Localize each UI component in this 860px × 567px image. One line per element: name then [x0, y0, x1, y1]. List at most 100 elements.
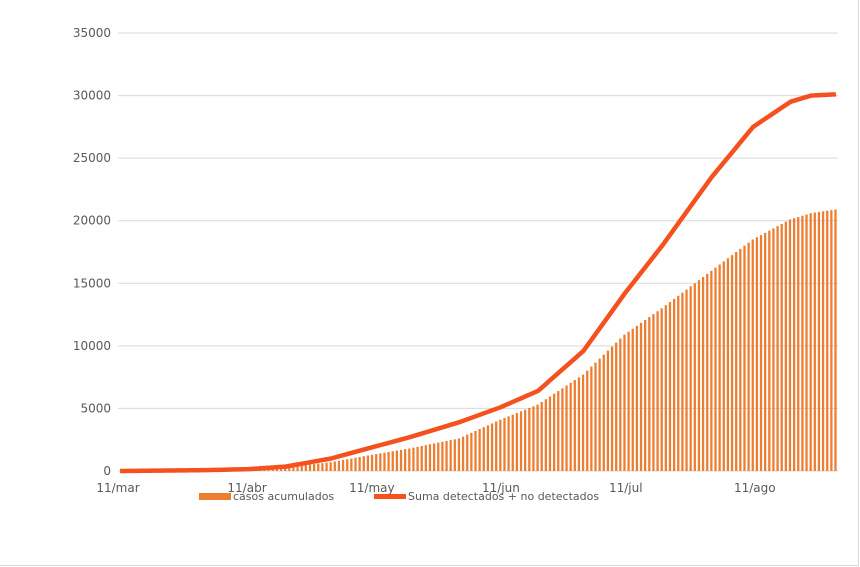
- bar: [449, 440, 452, 471]
- grid-layer: [118, 32, 838, 472]
- bar: [387, 451, 390, 471]
- bar: [830, 210, 833, 471]
- bar: [648, 317, 651, 471]
- x-tick-label: 11/ago: [734, 481, 776, 495]
- bar: [718, 264, 721, 471]
- bar: [764, 232, 767, 471]
- bar: [490, 423, 494, 471]
- bar: [685, 289, 688, 471]
- bar: [325, 462, 328, 471]
- bar: [383, 452, 386, 471]
- legend-label-bars: casos acumulados: [233, 490, 334, 503]
- x-tick-label: 11/mar: [96, 481, 139, 495]
- bar: [743, 245, 746, 471]
- bar: [524, 409, 527, 471]
- bar: [519, 411, 523, 471]
- bar: [697, 280, 701, 471]
- bar: [598, 358, 601, 471]
- bar: [466, 434, 469, 471]
- bar: [569, 382, 572, 471]
- bar: [486, 425, 490, 471]
- bar: [668, 302, 672, 471]
- bar: [544, 399, 547, 471]
- bar: [308, 464, 312, 471]
- y-tick-label: 20000: [73, 214, 111, 228]
- y-tick-label: 10000: [73, 339, 111, 353]
- bar: [495, 421, 498, 471]
- bar: [631, 328, 634, 471]
- bar: [528, 408, 531, 471]
- bar: [474, 430, 477, 471]
- bar: [834, 209, 837, 471]
- bar: [639, 322, 643, 471]
- bar: [606, 350, 610, 471]
- bar: [672, 298, 676, 471]
- bar: [317, 463, 320, 471]
- bar: [370, 454, 374, 471]
- bar: [284, 467, 287, 471]
- bar: [503, 418, 506, 471]
- bar: [470, 432, 473, 471]
- bar: [304, 464, 307, 471]
- bar: [751, 239, 754, 471]
- bar: [821, 211, 825, 471]
- y-tick-label: 30000: [73, 89, 111, 103]
- bar: [602, 354, 605, 471]
- bar: [788, 219, 792, 471]
- bar: [610, 346, 614, 471]
- bar: [577, 377, 581, 471]
- bar: [759, 235, 763, 471]
- y-tick-label: 0: [103, 464, 111, 478]
- legend-label-line: Suma detectados + no detectados: [408, 490, 599, 503]
- bar: [813, 212, 816, 471]
- bar: [375, 454, 378, 471]
- bar: [644, 319, 647, 471]
- bar: [792, 218, 796, 471]
- bar: [499, 419, 502, 471]
- bar: [826, 210, 829, 471]
- bar: [677, 295, 680, 471]
- bar: [366, 455, 370, 471]
- legend-swatch-line: [374, 494, 406, 499]
- bar: [809, 213, 812, 471]
- bar: [805, 214, 808, 471]
- y-tick-label: 25000: [73, 151, 111, 165]
- bar: [333, 461, 336, 471]
- bar: [346, 459, 349, 471]
- bar: [710, 270, 713, 471]
- bar: [784, 221, 787, 471]
- bar: [511, 414, 514, 471]
- bar: [428, 444, 432, 471]
- bar: [461, 436, 465, 471]
- bar: [797, 216, 800, 471]
- bar: [552, 393, 556, 471]
- bar: [536, 404, 539, 471]
- bar: [279, 467, 283, 471]
- y-tick-label: 35000: [73, 26, 111, 40]
- bar: [395, 450, 399, 471]
- bar: [288, 466, 291, 471]
- bar: [561, 388, 564, 471]
- bar: [755, 237, 759, 471]
- bar: [565, 385, 568, 471]
- bar: [581, 374, 585, 471]
- bar: [437, 442, 440, 471]
- bar: [739, 248, 742, 471]
- bar: [548, 396, 552, 471]
- bar: [780, 223, 783, 471]
- bar: [817, 211, 821, 471]
- x-tick-label: 11/may: [349, 481, 394, 495]
- bar: [701, 277, 705, 471]
- bar: [689, 286, 692, 471]
- bar: [726, 258, 730, 471]
- x-axis-ticks: 11/mar 11/abr 11/may 11/jun 11/jul 11/ago: [96, 481, 775, 495]
- legend: casos acumulados Suma detectados + no de…: [199, 490, 599, 503]
- bar: [660, 308, 663, 471]
- bar: [391, 451, 394, 471]
- y-tick-label: 15000: [73, 276, 111, 290]
- bar: [586, 370, 589, 471]
- bar: [540, 401, 543, 471]
- bar: [507, 416, 510, 471]
- bar: [772, 228, 775, 471]
